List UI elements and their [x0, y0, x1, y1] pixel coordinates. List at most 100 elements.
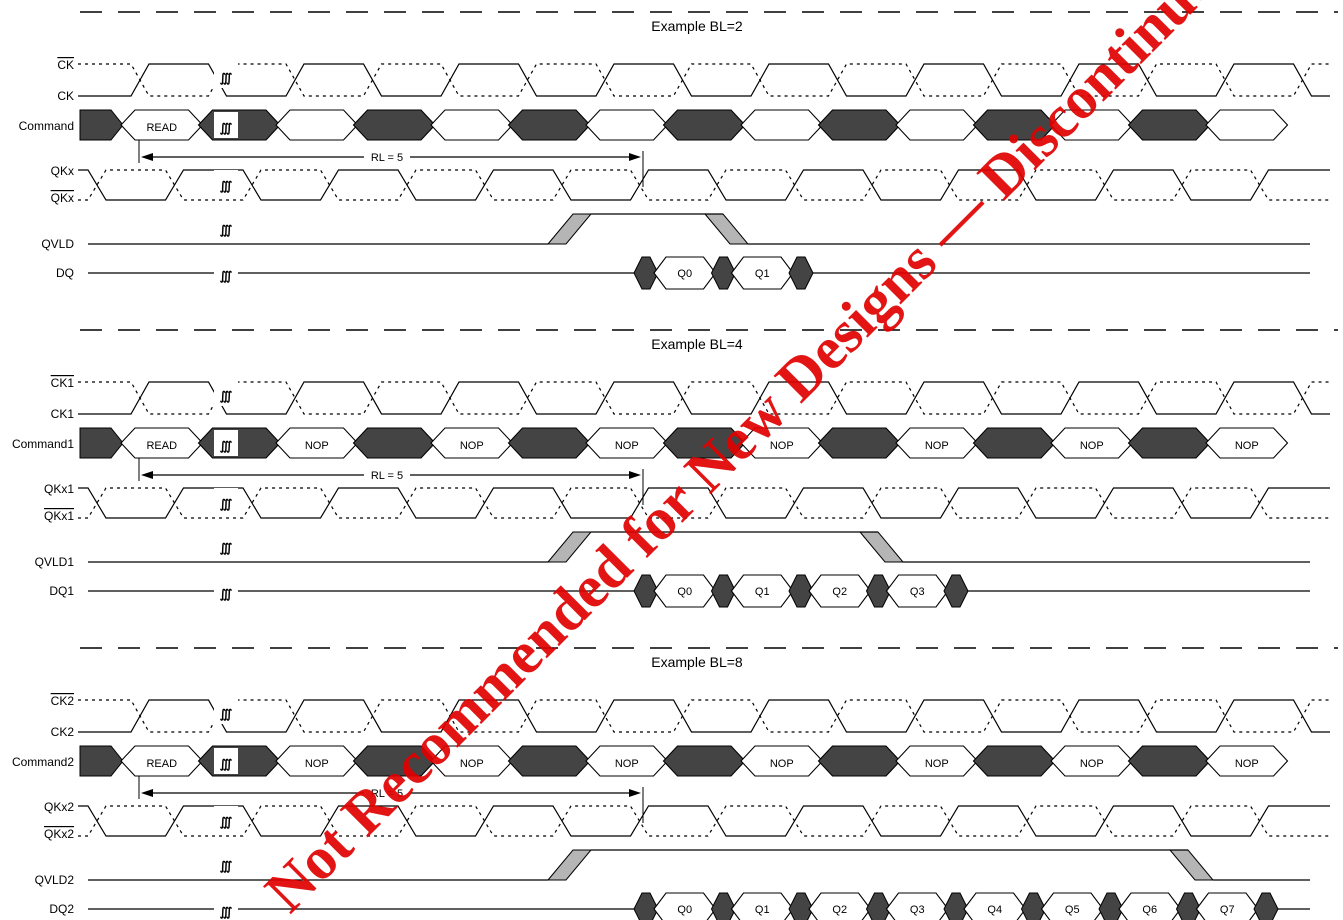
break-symbol: ∭	[220, 707, 233, 721]
signal-label-qvld: QVLD1	[35, 555, 75, 569]
break-symbol: ∭	[220, 541, 233, 555]
dq-invalid-cell	[943, 574, 969, 608]
dq-invalid-cell	[1253, 892, 1279, 920]
command-cell	[740, 109, 824, 141]
rl-arrowhead-right	[629, 471, 641, 479]
signal-label-ck: CK2	[51, 725, 75, 739]
command-invalid-cell	[972, 427, 1056, 459]
command-invalid-cell	[507, 109, 591, 141]
panel-2: Example BL=4 CK1 CK1 Command1 QKx1 QKx1 QVLD1 D…	[12, 329, 1338, 608]
qvld-fall-uncertainty	[1168, 849, 1215, 881]
signal-label-qvld: QVLD2	[35, 873, 75, 887]
signal-label-qvld: QVLD	[41, 237, 74, 251]
command-invalid-cell	[197, 109, 281, 141]
signal-label-command: Command1	[12, 437, 74, 451]
command-invalid-cell	[79, 427, 124, 459]
command-invalid-cell	[1127, 427, 1211, 459]
command-label: NOP	[305, 758, 329, 770]
qvld-fall-uncertainty	[703, 213, 750, 245]
command-invalid-cell	[817, 109, 901, 141]
command-label: NOP	[925, 440, 949, 452]
dq-invalid-cell	[943, 892, 969, 920]
qk-bar-waveform	[78, 169, 1330, 201]
signal-label-dq: DQ2	[49, 902, 74, 916]
qvld-waveform	[88, 213, 1310, 245]
dq-data-label: Q2	[832, 586, 847, 598]
dq-invalid-cell	[1020, 892, 1047, 920]
command-cell	[1205, 427, 1289, 459]
dq-data-label: Q0	[677, 268, 692, 280]
panel-3: Example BL=8 CK2 CK2 Command2 QKx2 QKx2 QVLD2 D…	[12, 647, 1338, 920]
dq-data-label: Q3	[910, 904, 925, 916]
command-invalid-cell	[79, 109, 124, 141]
dq-invalid-cell	[865, 892, 892, 920]
command-label: READ	[146, 758, 177, 770]
signal-label-dq: DQ1	[49, 584, 74, 598]
rl-label: RL = 5	[371, 152, 403, 164]
command-cell	[895, 109, 979, 141]
dq-data-label: Q0	[677, 904, 692, 916]
break-symbol: ∭	[220, 905, 233, 919]
panel-title: Example BL=8	[651, 654, 743, 670]
command-label: NOP	[460, 440, 484, 452]
break-symbol: ∭	[220, 389, 233, 403]
command-label: READ	[146, 440, 177, 452]
command-cell	[275, 109, 359, 141]
dq-data-label: Q1	[755, 904, 770, 916]
command-invalid-cell	[507, 427, 591, 459]
ck-waveform	[78, 63, 1330, 97]
ck-waveform	[78, 699, 1330, 733]
dq-invalid-cell	[788, 892, 814, 920]
command-label: NOP	[1235, 758, 1259, 770]
rl-label: RL = 5	[371, 470, 403, 482]
command-cell	[585, 109, 669, 141]
signal-label-qk-bar: QKx1	[44, 509, 74, 523]
signal-label-command: Command2	[12, 755, 74, 769]
dq-invalid-cell	[710, 892, 737, 920]
command-cell	[1205, 109, 1289, 141]
signal-label-qk-bar: QKx	[51, 191, 74, 205]
dq-data-label: Q7	[1220, 904, 1235, 916]
dq-data-label: Q5	[1065, 904, 1080, 916]
dq-invalid-cell	[633, 892, 659, 920]
rl-arrowhead-left	[141, 471, 153, 479]
dq-data-label: Q3	[910, 586, 925, 598]
break-symbol: ∭	[220, 179, 233, 193]
break-symbol: ∭	[220, 757, 233, 771]
panel-title: Example BL=2	[651, 18, 743, 34]
dq-invalid-cell	[1175, 892, 1202, 920]
dq-invalid-cell	[788, 256, 814, 290]
rl-arrowhead-right	[629, 789, 641, 797]
signal-label-command: Command	[19, 119, 74, 133]
command-label: NOP	[1080, 440, 1104, 452]
ck-waveform	[78, 381, 1330, 415]
dq-data-label: Q1	[755, 268, 770, 280]
dq-data-label: Q4	[987, 904, 1002, 916]
command-label: NOP	[1080, 758, 1104, 770]
break-symbol: ∭	[220, 439, 233, 453]
signal-label-ck: CK	[57, 89, 74, 103]
signal-label-qk: QKx2	[44, 800, 74, 814]
signal-label-qk: QKx	[51, 164, 74, 178]
command-cell	[430, 109, 514, 141]
command-label: NOP	[615, 758, 639, 770]
command-invalid-cell	[352, 109, 436, 141]
command-label: NOP	[770, 440, 794, 452]
signal-label-qk-bar: QKx2	[44, 827, 74, 841]
command-invalid-cell	[817, 427, 901, 459]
dq-data-label: Q0	[677, 586, 692, 598]
signal-label-ck-bar: CK	[57, 58, 74, 72]
qvld-rise-uncertainty	[546, 213, 593, 245]
command-invalid-cell	[662, 109, 746, 141]
ck-bar-waveform	[78, 699, 1330, 733]
rl-arrowhead-right	[629, 153, 641, 161]
command-label: NOP	[1235, 440, 1259, 452]
break-symbol: ∭	[220, 497, 233, 511]
panel-1: Example BL=2 CK CK Command QKx QKx QVLD DQ READ R…	[19, 11, 1338, 290]
command-cell	[1205, 745, 1289, 777]
command-invalid-cell	[662, 745, 746, 777]
command-invalid-cell	[1127, 109, 1211, 141]
signal-label-dq: DQ	[56, 266, 74, 280]
ck-bar-waveform	[78, 381, 1330, 415]
